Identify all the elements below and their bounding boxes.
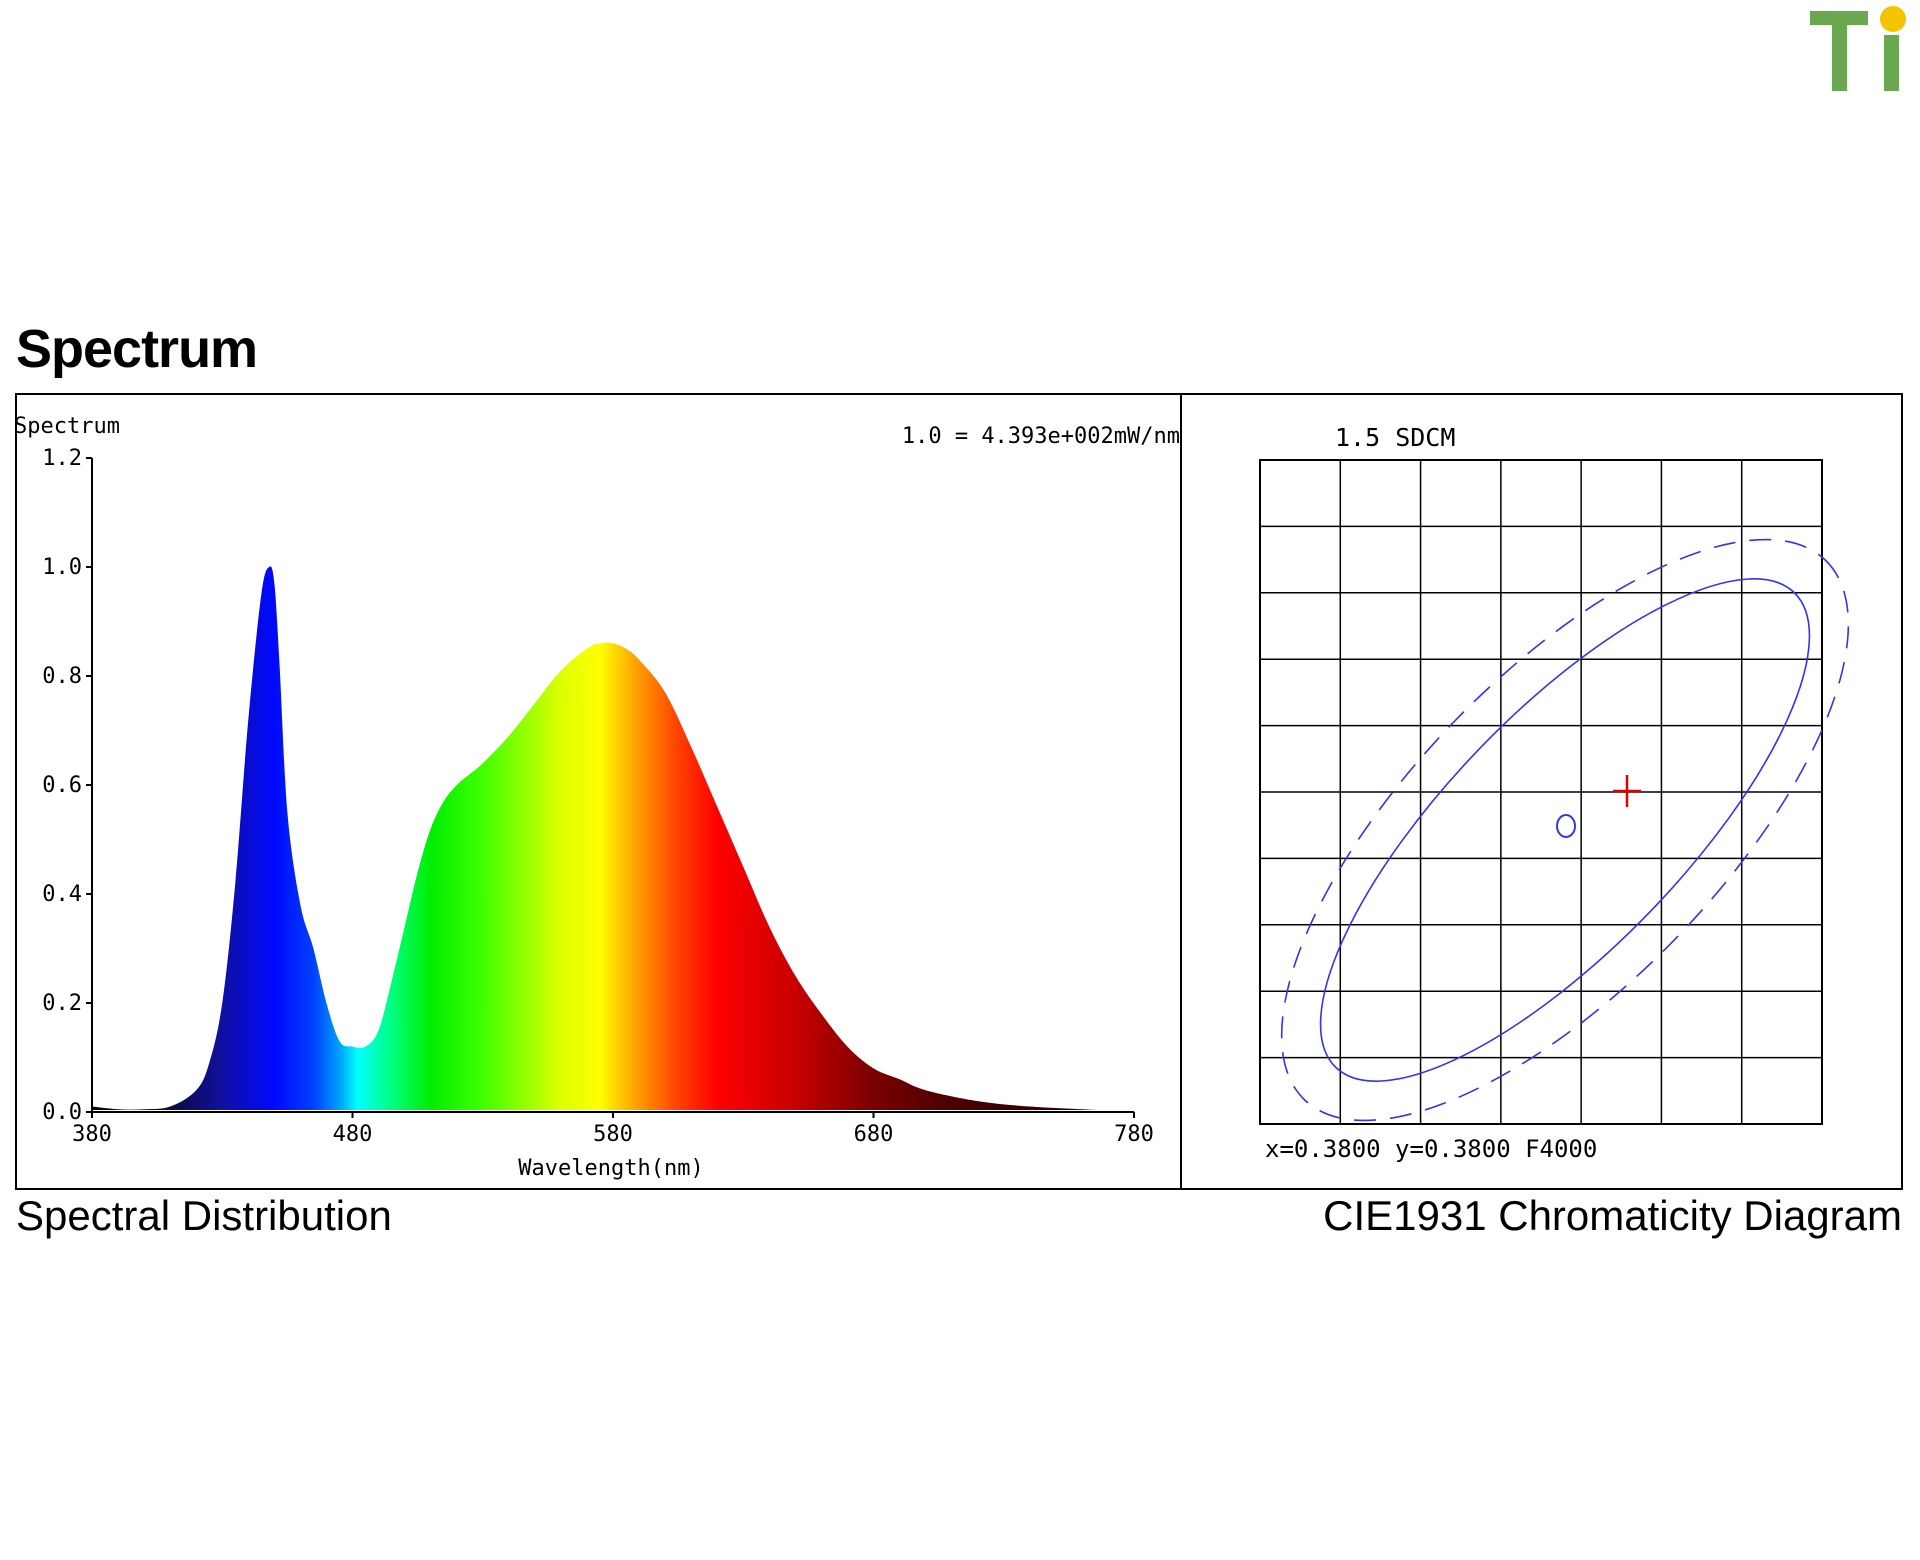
y-tick-label: 0.4 — [42, 882, 82, 907]
cie-marks — [1280, 538, 1850, 1122]
x-tick-label: 480 — [333, 1122, 373, 1147]
sdcm-ellipse-outer — [1280, 538, 1850, 1122]
x-tick-label: 780 — [1114, 1122, 1154, 1147]
cie-grid — [1259, 459, 1823, 1125]
chart-frame — [15, 393, 1903, 1190]
panel-divider — [1180, 393, 1182, 1190]
y-tick-label: 0.2 — [42, 991, 82, 1016]
y-tick-label: 0.0 — [42, 1100, 82, 1125]
y-tick-label: 1.0 — [42, 555, 82, 580]
x-tick-label: 380 — [72, 1122, 112, 1147]
x-tick-label: 580 — [593, 1122, 633, 1147]
x-tick-label: 680 — [854, 1122, 894, 1147]
ti-logo-icon — [1810, 6, 1906, 91]
spectrum-area — [92, 566, 1134, 1110]
cie-title: 1.5 SDCM — [1335, 423, 1455, 452]
normalization-note: 1.0 = 4.393e+002mW/nm — [902, 424, 1180, 449]
x-axis-label: Wavelength(nm) — [518, 1156, 703, 1181]
y-tick-label: 1.2 — [42, 446, 82, 471]
reference-center-marker — [1556, 814, 1576, 838]
cie-readout: x=0.3800 y=0.3800 F4000 — [1265, 1135, 1597, 1163]
spectrum-panel-label: Spectrum — [14, 414, 120, 439]
y-tick-label: 0.8 — [42, 664, 82, 689]
y-tick-label: 0.6 — [42, 773, 82, 798]
sdcm-ellipse-inner — [1319, 578, 1811, 1082]
section-title: Spectrum — [16, 319, 258, 379]
spectrum-axes: 0.0 0.2 0.4 0.6 0.8 1.0 1.2 380 480 580 680 780 — [42, 446, 1154, 1147]
caption-cie-diagram: CIE1931 Chromaticity Diagram — [1323, 1192, 1902, 1239]
caption-spectral-distribution: Spectral Distribution — [16, 1192, 392, 1239]
